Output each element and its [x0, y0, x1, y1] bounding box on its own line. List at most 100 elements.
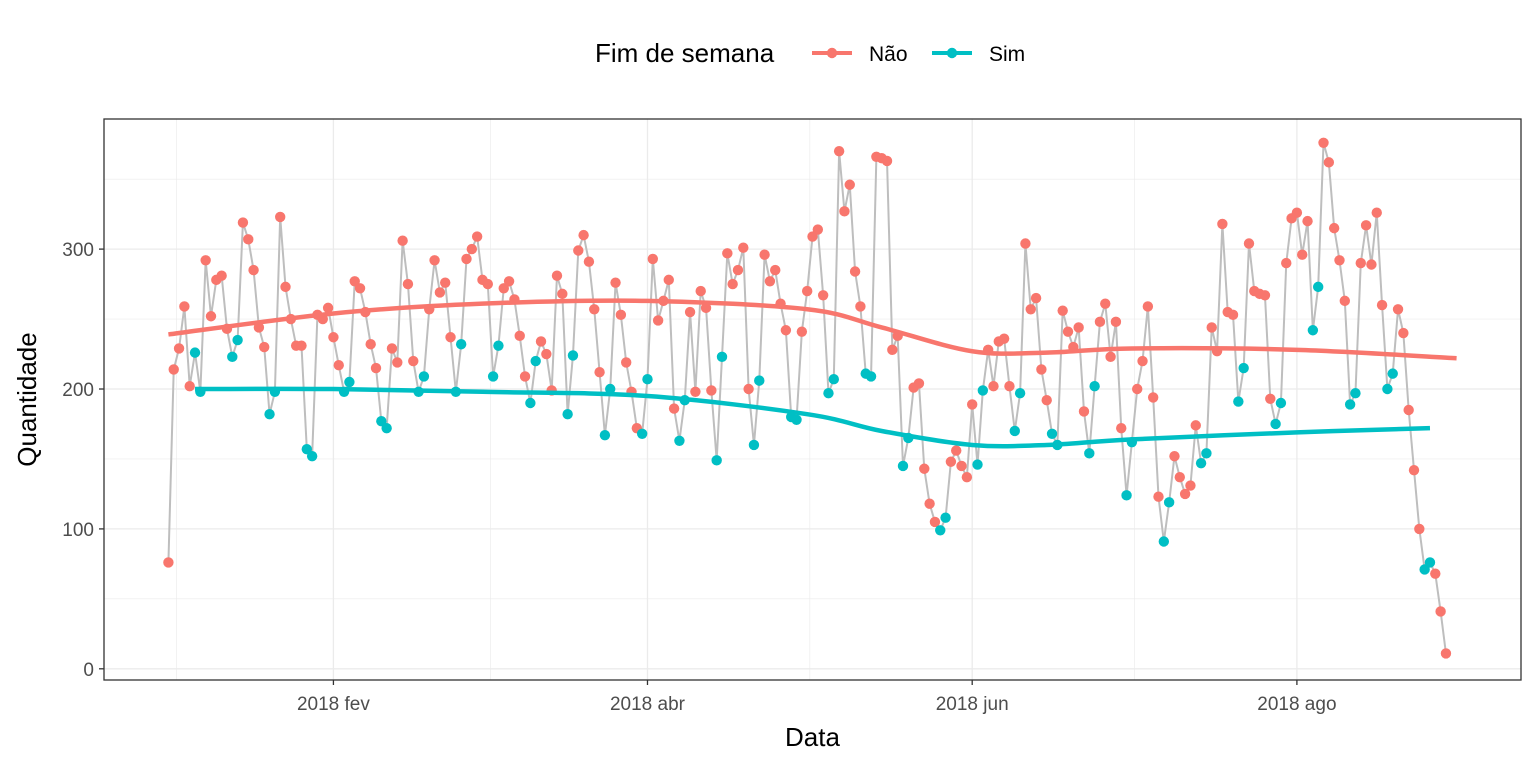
data-point-sim [1382, 383, 1393, 395]
data-point-nao [173, 343, 185, 354]
data-point-nao [764, 276, 776, 287]
data-point-nao [434, 287, 446, 298]
data-point-nao [796, 326, 808, 337]
data-point-sim [1201, 448, 1212, 459]
data-point-nao [1073, 322, 1084, 333]
data-point-nao [817, 290, 829, 301]
data-point-nao [471, 231, 483, 242]
data-point-nao [1408, 464, 1420, 476]
data-point-nao [445, 332, 456, 343]
data-point-nao [1366, 259, 1377, 270]
data-point-sim [567, 350, 579, 361]
smooth-line-nao [168, 298, 1457, 361]
data-point-nao [924, 498, 935, 509]
data-point-nao [1020, 238, 1031, 249]
data-point-sim [227, 351, 238, 363]
data-point-sim [306, 450, 318, 462]
legend-label-nao: Não [869, 43, 908, 66]
data-point-nao [706, 385, 717, 396]
data-point-nao [541, 348, 552, 360]
data-point-nao [583, 256, 595, 267]
data-point-sim [1089, 381, 1100, 392]
data-point-nao [557, 288, 568, 300]
legend-key-nao-point [826, 47, 838, 59]
data-point-nao [1147, 392, 1159, 403]
data-point-nao [1116, 422, 1127, 434]
x-tick-label: 2018 ago [1257, 694, 1336, 715]
data-point-nao [1094, 316, 1106, 328]
data-point-nao [1025, 304, 1036, 315]
data-point-nao [1435, 606, 1446, 617]
data-point-nao [1318, 137, 1329, 148]
data-point-nao [1105, 351, 1116, 363]
data-point-nao [274, 211, 286, 223]
data-point-nao [770, 264, 781, 276]
panel-border [103, 118, 1522, 681]
data-point-nao [945, 456, 957, 467]
data-point-nao [988, 381, 999, 392]
data-point-nao [1110, 316, 1122, 328]
data-point-nao [1227, 309, 1239, 321]
y-tick-label: 100 [62, 520, 94, 541]
data-point-nao [1169, 450, 1180, 462]
data-point-sim [1121, 490, 1132, 501]
legend-key-sim-point [946, 47, 958, 59]
data-point-sim [674, 435, 685, 446]
data-point-sim [865, 371, 877, 382]
data-point-sim [605, 383, 616, 395]
data-point-nao [184, 381, 195, 392]
data-point-nao [168, 364, 179, 375]
data-point-nao [732, 264, 744, 276]
data-point-sim [1307, 325, 1319, 336]
data-point-sim [935, 525, 946, 536]
data-point-sim [754, 375, 765, 386]
data-point-nao [780, 325, 792, 336]
data-point-nao [998, 333, 1010, 344]
data-point-nao [647, 253, 659, 265]
data-point-nao [743, 383, 754, 395]
data-point-nao [759, 249, 770, 260]
data-point-nao [610, 277, 621, 288]
data-point-nao [1036, 364, 1047, 375]
data-point-nao [466, 243, 478, 255]
data-point-sim [487, 371, 499, 382]
data-point-sim [1046, 428, 1058, 439]
data-point-sim [1424, 557, 1436, 568]
data-point-nao [573, 245, 584, 256]
data-point-nao [1206, 322, 1217, 333]
data-point-sim [1084, 448, 1095, 459]
data-point-nao [328, 332, 339, 343]
data-point-nao [913, 378, 925, 389]
data-point-nao [684, 306, 696, 318]
data-point-nao [839, 206, 850, 217]
data-point-sim [977, 385, 989, 396]
data-point-nao [408, 355, 419, 367]
data-point-nao [1100, 298, 1111, 309]
data-point-nao [663, 274, 674, 286]
data-point-sim [1275, 397, 1287, 409]
data-point-nao [205, 311, 217, 322]
data-point-nao [620, 357, 632, 368]
data-point-sim [1163, 497, 1175, 508]
data-point-nao [1174, 471, 1185, 483]
data-point-nao [535, 336, 547, 347]
data-point-nao [402, 278, 414, 290]
data-point-sim [264, 408, 275, 420]
data-point-nao [594, 367, 605, 378]
data-point-nao [296, 340, 307, 351]
data-point-sim [823, 388, 834, 399]
data-point-nao [1132, 383, 1143, 395]
x-axis-title: Data [785, 722, 840, 752]
data-point-nao [812, 224, 824, 235]
data-point-nao [1297, 249, 1308, 260]
data-point-nao [951, 445, 962, 456]
data-point-sim [711, 455, 722, 466]
data-point-nao [1440, 648, 1452, 659]
data-point-sim [1195, 457, 1207, 469]
data-point-nao [844, 179, 855, 190]
data-point-nao [855, 301, 866, 312]
data-point-nao [1259, 290, 1271, 301]
data-point-nao [333, 360, 344, 371]
data-point-nao [259, 341, 270, 353]
